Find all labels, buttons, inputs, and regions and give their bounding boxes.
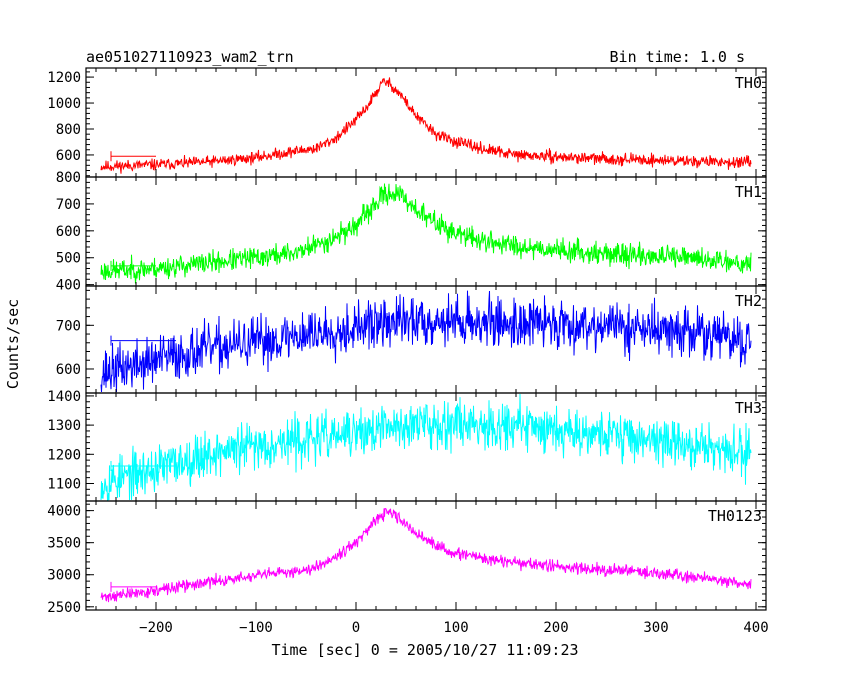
panel-th3: 1100 1200 1300 1400 TH3	[47, 389, 767, 502]
y-tick-label: 1000	[47, 96, 81, 112]
panel-th0123: 2500 3000 3500 4000 TH0123	[47, 500, 767, 616]
y-tick-label: 3000	[47, 568, 81, 584]
series-line-th1	[100, 183, 752, 284]
series-line-th3	[100, 393, 752, 501]
x-tick-label: 400	[743, 620, 768, 636]
series-line-th0123	[100, 507, 752, 603]
y-tick-label: 500	[56, 251, 81, 267]
panel-label: TH3	[735, 399, 762, 417]
bin-time-label: Bin time: 1.0 s	[610, 48, 745, 66]
y-tick-label: 4000	[47, 504, 81, 520]
x-tick-label: 100	[443, 620, 468, 636]
x-axis-label: Time [sec] 0 = 2005/10/27 11:09:23	[271, 641, 578, 659]
series-line-th0	[100, 77, 752, 174]
panel-th0: 600 800 1000 1200 TH0	[47, 67, 767, 178]
y-tick-label: 800	[56, 170, 81, 186]
panel-th1: 400 500 600 700 800 TH1	[56, 170, 767, 294]
y-tick-label: 1400	[47, 389, 81, 405]
y-tick-label: 600	[56, 148, 81, 164]
y-tick-label: 2500	[47, 600, 81, 616]
y-tick-label: 1200	[47, 70, 81, 86]
panel-th2: 600 700 TH2	[56, 285, 767, 394]
y-tick-label: 700	[56, 197, 81, 213]
series-line-th2	[100, 290, 752, 393]
panel-frame	[85, 176, 767, 287]
y-tick-label: 3500	[47, 536, 81, 552]
y-tick-label: 600	[56, 362, 81, 378]
x-tick-label: 200	[543, 620, 568, 636]
y-axis-label: Counts/sec	[4, 299, 22, 389]
y-tick-label: 700	[56, 318, 81, 334]
x-tick-label: −100	[239, 620, 273, 636]
x-tick-label: 300	[643, 620, 668, 636]
panel-frame	[85, 500, 767, 611]
y-tick-label: 800	[56, 122, 81, 138]
panel-label: TH0	[735, 74, 762, 92]
x-tick-label: 0	[352, 620, 360, 636]
panel-label: TH2	[735, 292, 762, 310]
y-tick-label: 600	[56, 224, 81, 240]
y-tick-label: 1200	[47, 447, 81, 463]
panel-label: TH0123	[708, 507, 762, 525]
x-tick-label: −200	[139, 620, 173, 636]
y-tick-label: 1100	[47, 476, 81, 492]
y-tick-label: 400	[56, 278, 81, 294]
y-tick-label: 1300	[47, 418, 81, 434]
panel-label: TH1	[735, 183, 762, 201]
chart-title: ae051027110923_wam2_trn	[86, 48, 294, 66]
